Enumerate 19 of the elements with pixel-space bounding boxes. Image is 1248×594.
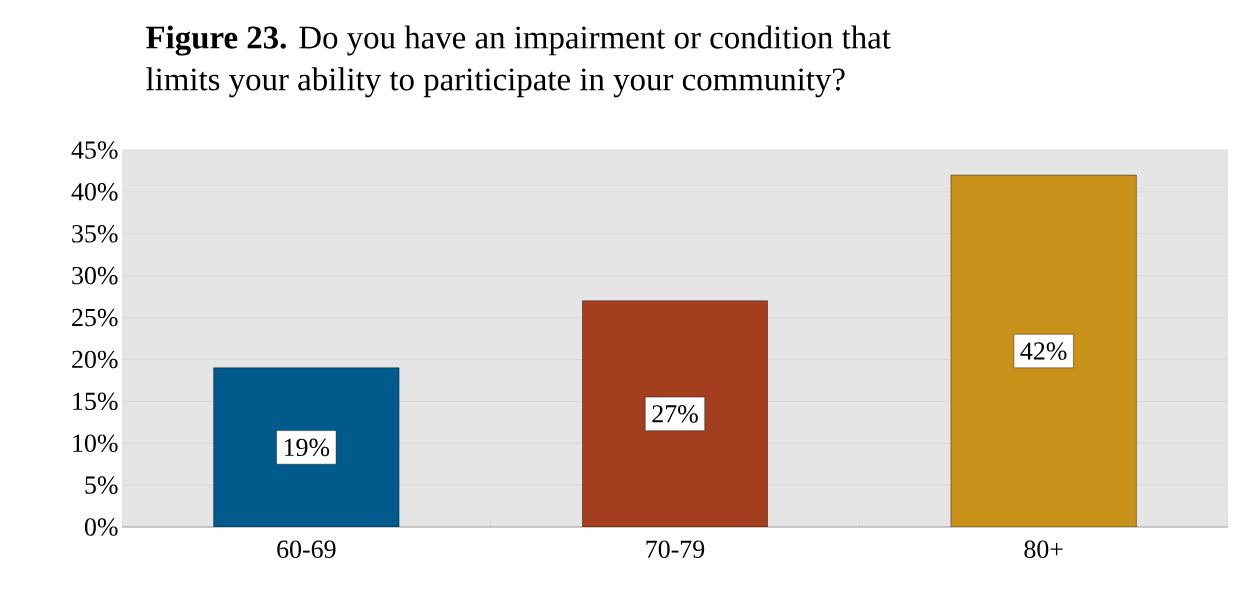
x-tick-label: 60-69 [277,540,336,558]
data-label: 42% [1020,342,1067,360]
y-tick-label: 5% [85,476,118,494]
y-tick-label: 10% [73,434,118,452]
x-tick-label: 70-79 [646,540,705,558]
y-tick-label: 35% [72,224,118,243]
y-tick-label: 25% [72,308,118,327]
data-label: 19% [284,438,330,457]
bar [213,367,400,527]
bar [582,300,768,527]
y-tick-label: 45% [71,141,118,159]
y-tick-label: 20% [72,350,118,369]
y-tick-label: 40% [71,183,118,201]
y-tick-label: 15% [73,392,118,411]
data-label: 27% [652,405,698,423]
x-tick-label: 80+ [1024,540,1063,558]
y-tick-label: 0% [84,518,118,536]
y-tick-label: 30% [72,266,118,285]
chart-title: Figure 23. Do you have an impairment or condition that limits your ability to pariticipate in your community? [146,25,891,98]
